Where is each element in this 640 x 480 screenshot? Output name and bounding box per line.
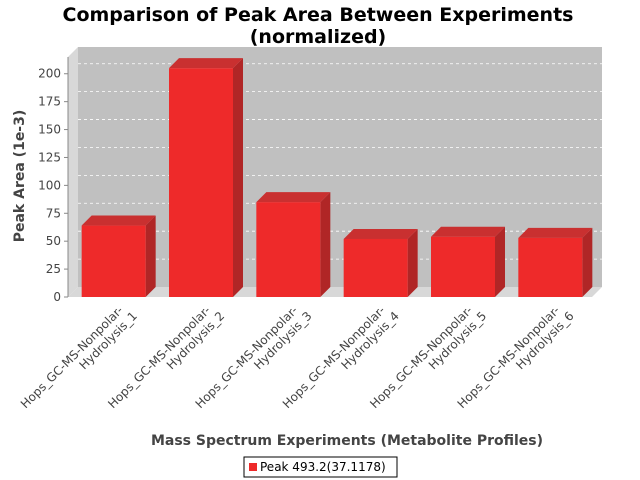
bar-side: [320, 192, 331, 297]
y-tick-label: 50: [46, 234, 61, 248]
bar-top: [256, 192, 331, 203]
bar: [169, 68, 233, 298]
y-tick-label: 75: [46, 206, 61, 220]
y-tick-label: 125: [38, 150, 61, 164]
bar-top: [81, 215, 156, 226]
chart-title-line1: Comparison of Peak Area Between Experime…: [63, 4, 574, 26]
bar: [518, 237, 583, 297]
y-tick-label: 100: [38, 178, 61, 192]
bar: [256, 202, 321, 297]
bar-top: [169, 58, 243, 69]
plot-left-wall: [68, 47, 78, 297]
bar-side: [407, 228, 418, 297]
bar-top: [343, 228, 418, 239]
y-tick-label: 175: [38, 95, 61, 109]
legend-box: [243, 456, 398, 478]
bar-top: [518, 227, 593, 238]
y-tick-label: 150: [38, 123, 61, 137]
bar-side: [233, 58, 243, 297]
y-tick-label: 0: [53, 290, 61, 304]
plot-back-wall: [78, 47, 602, 287]
x-axis-label: Mass Spectrum Experiments (Metabolite Pr…: [151, 433, 543, 449]
chart-title-line2: (normalized): [250, 26, 387, 48]
y-tick-label: 25: [46, 262, 61, 276]
bar-top: [431, 226, 505, 237]
y-axis-label: Peak Area (1e-3): [12, 110, 28, 243]
bar: [81, 225, 146, 297]
bar: [343, 238, 408, 297]
plot-area: 0 25 50 75 100 125 150 175 200 Hops_GC-MS-Nonpola…: [18, 47, 602, 411]
bar-side: [495, 226, 505, 297]
x-tick-label-line: Hops_GC-MS-Nonpolar-: [18, 303, 126, 411]
bar-side: [582, 227, 593, 297]
legend: Peak 493.2(37.1178): [243, 456, 398, 478]
legend-label: Peak 493.2(37.1178): [260, 460, 386, 474]
bar: [431, 236, 495, 297]
bar-side: [145, 215, 156, 297]
legend-swatch: [249, 463, 257, 471]
y-tick-label: 200: [38, 67, 61, 81]
